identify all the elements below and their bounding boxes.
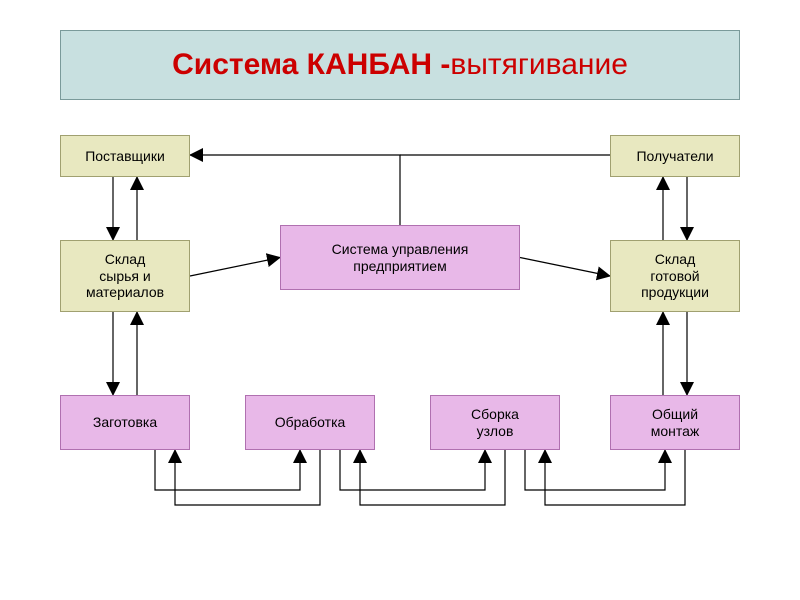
node-receivers: Получатели: [610, 135, 740, 177]
node-mgmt: Система управления предприятием: [280, 225, 520, 290]
node-raw_store: Склад сырья и материалов: [60, 240, 190, 312]
node-label: Получатели: [636, 148, 713, 165]
title-bold: Система КАНБАН -: [172, 48, 450, 82]
node-suppliers: Поставщики: [60, 135, 190, 177]
node-label: Склад сырья и материалов: [86, 251, 164, 301]
node-label: Обработка: [275, 414, 346, 431]
node-label: Склад готовой продукции: [641, 251, 709, 301]
node-label: Общий монтаж: [651, 406, 700, 440]
title-box: Система КАНБАН - вытягивание: [60, 30, 740, 100]
node-label: Поставщики: [85, 148, 165, 165]
node-fin_store: Склад готовой продукции: [610, 240, 740, 312]
node-final_asm: Общий монтаж: [610, 395, 740, 450]
node-process: Обработка: [245, 395, 375, 450]
node-label: Система управления предприятием: [332, 241, 469, 275]
node-blank: Заготовка: [60, 395, 190, 450]
node-label: Заготовка: [93, 414, 157, 431]
title-rest: вытягивание: [450, 48, 627, 82]
node-label: Сборка узлов: [471, 406, 519, 440]
node-assembly: Сборка узлов: [430, 395, 560, 450]
